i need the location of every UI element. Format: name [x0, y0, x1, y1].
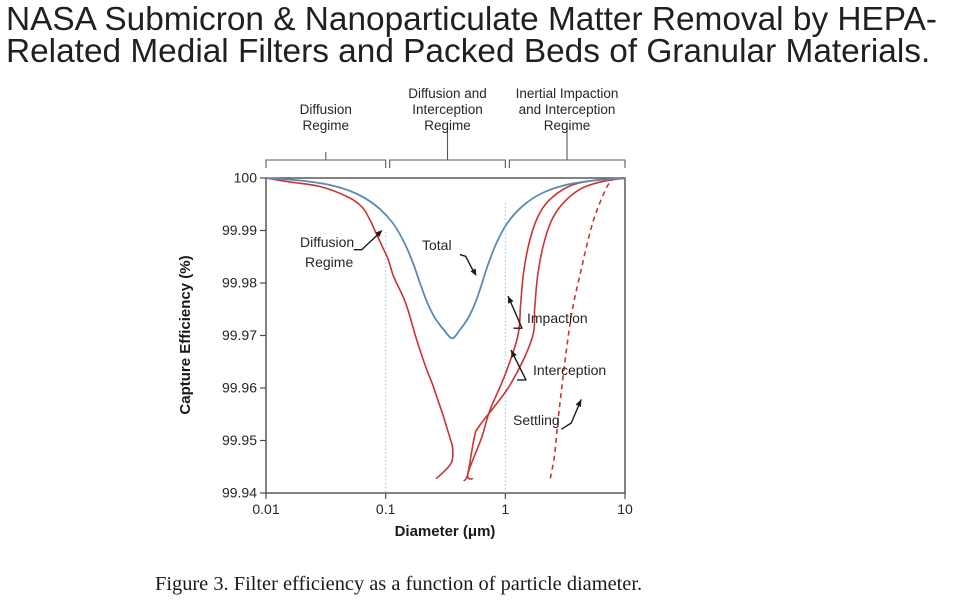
svg-text:Inertial Impaction: Inertial Impaction — [516, 86, 619, 101]
svg-text:Total: Total — [422, 237, 452, 253]
svg-text:Interception: Interception — [412, 102, 483, 117]
svg-text:Regime: Regime — [424, 118, 471, 133]
svg-text:99.95: 99.95 — [222, 432, 257, 448]
svg-text:Regime: Regime — [303, 118, 350, 133]
svg-text:Diffusion and: Diffusion and — [408, 86, 487, 101]
svg-text:Capture Efficiency (%): Capture Efficiency (%) — [177, 255, 194, 414]
svg-text:Diffusion: Diffusion — [300, 102, 352, 117]
svg-text:0.1: 0.1 — [376, 501, 396, 517]
svg-text:and Interception: and Interception — [519, 102, 616, 117]
svg-text:99.98: 99.98 — [222, 275, 257, 291]
svg-text:Impaction: Impaction — [527, 310, 588, 326]
svg-text:Regime: Regime — [544, 118, 591, 133]
svg-text:10: 10 — [617, 501, 633, 517]
svg-text:100: 100 — [234, 170, 258, 186]
svg-text:Regime: Regime — [305, 254, 353, 270]
svg-text:Diameter (μm): Diameter (μm) — [395, 523, 496, 540]
svg-text:1: 1 — [501, 501, 509, 517]
svg-text:Interception: Interception — [533, 362, 606, 378]
svg-text:99.99: 99.99 — [222, 222, 257, 238]
svg-text:Diffusion: Diffusion — [300, 234, 354, 250]
svg-text:99.94: 99.94 — [222, 485, 257, 501]
svg-text:99.97: 99.97 — [222, 327, 257, 343]
svg-text:99.96: 99.96 — [222, 380, 257, 396]
svg-text:0.01: 0.01 — [252, 501, 279, 517]
svg-text:Settling: Settling — [513, 412, 560, 428]
